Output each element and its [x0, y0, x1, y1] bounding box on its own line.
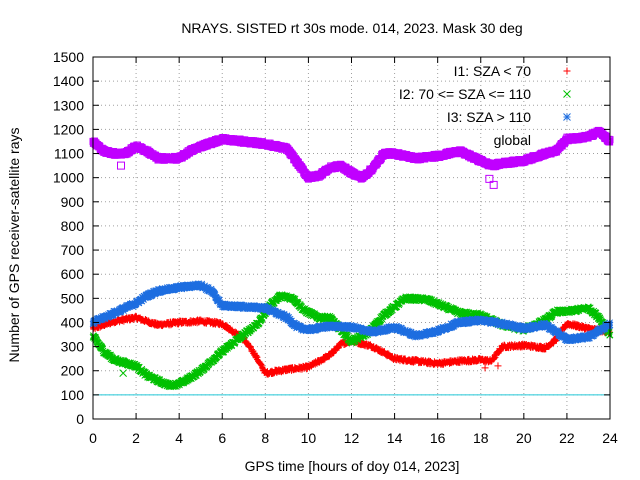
- series-layer: [89, 126, 614, 391]
- grid: [93, 57, 610, 419]
- outlier-point: [481, 364, 489, 372]
- series-2: [89, 291, 614, 391]
- series-3: [89, 280, 614, 345]
- outlier-point: [119, 369, 128, 378]
- outlier-point: [494, 362, 502, 370]
